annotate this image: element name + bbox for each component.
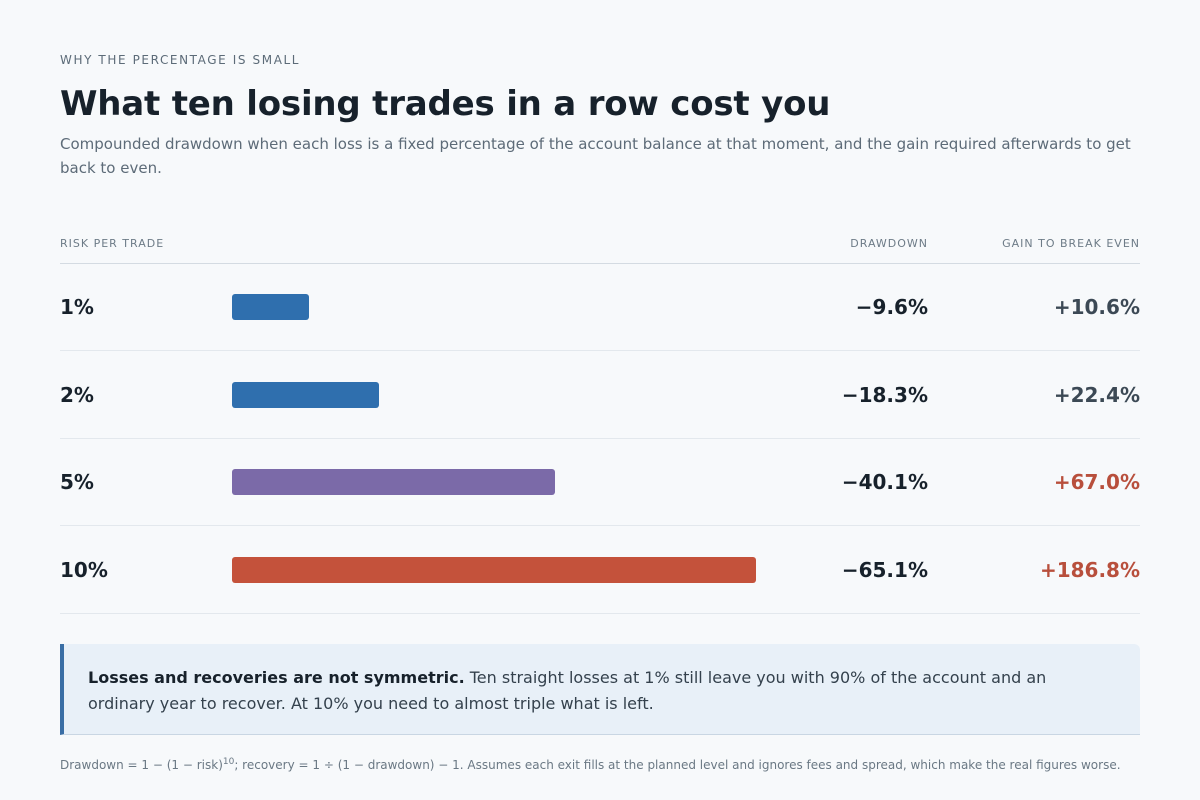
drawdown-bar: [232, 294, 309, 320]
table-row: 2% −18.3% +22.4%: [60, 352, 1140, 439]
table-row: 1% −9.6% +10.6%: [60, 264, 1140, 351]
callout-heading: Losses and recoveries are not symmetric.: [88, 668, 465, 687]
page-title: What ten losing trades in a row cost you: [60, 84, 831, 124]
break-even-gain-value: +67.0%: [1053, 470, 1140, 494]
drawdown-value: −65.1%: [841, 557, 928, 582]
column-header-risk: RISK PER TRADE: [60, 237, 165, 250]
drawdown-value: −18.3%: [841, 382, 928, 407]
eyebrow-label: WHY THE PERCENTAGE IS SMALL: [60, 53, 301, 67]
break-even-gain-value: +10.6%: [1053, 295, 1140, 319]
callout-text: Ten straight losses at 1% still leave yo…: [88, 668, 1047, 713]
risk-label: 5%: [60, 470, 94, 494]
drawdown-bar: [232, 556, 756, 583]
risk-label: 10%: [60, 557, 108, 582]
footnote-part2: ; recovery = 1 ÷ (1 − drawdown) − 1. Ass…: [234, 758, 1121, 772]
footnote-part1: Drawdown = 1 − (1 − risk): [60, 758, 223, 772]
footnote-exponent: 10: [222, 757, 235, 767]
break-even-gain-value: +186.8%: [1039, 557, 1140, 582]
drawdown-bar: [232, 469, 555, 495]
break-even-gain-value: +22.4%: [1053, 382, 1140, 407]
risk-label: 2%: [60, 382, 94, 407]
drawdown-bar: [232, 381, 379, 408]
drawdown-value: −9.6%: [855, 295, 928, 319]
table-row: 5% −40.1% +67.0%: [60, 439, 1140, 526]
table-header: RISK PER TRADE DRAWDOWN GAIN TO BREAK EV…: [60, 237, 1140, 264]
formula-footnote: Drawdown = 1 − (1 − risk)10; recovery = …: [60, 757, 1140, 772]
drawdown-value: −40.1%: [841, 470, 928, 494]
risk-label: 1%: [60, 295, 94, 319]
column-header-drawdown: DRAWDOWN: [850, 237, 928, 250]
table-row: 10% −65.1% +186.8%: [60, 527, 1140, 614]
page-subtitle: Compounded drawdown when each loss is a …: [60, 135, 1131, 177]
column-header-gain: GAIN TO BREAK EVEN: [1002, 237, 1140, 250]
insight-callout: Losses and recoveries are not symmetric.…: [60, 644, 1140, 735]
